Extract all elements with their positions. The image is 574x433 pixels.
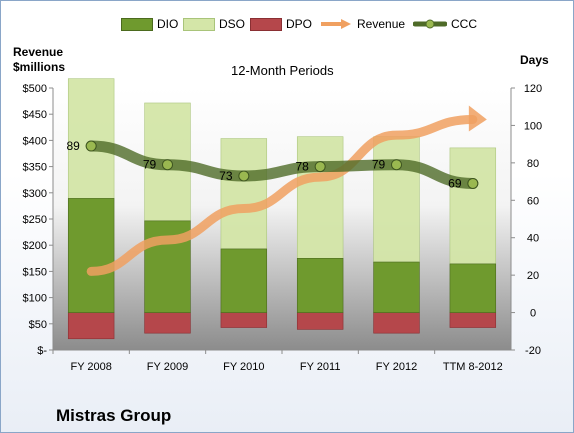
x-tick-label: FY 2011: [300, 361, 341, 373]
legend-label-dso: DSO: [219, 17, 246, 31]
y2-tick-label: 80: [527, 158, 539, 170]
y-tick-label: $500: [23, 83, 47, 95]
bar-dso: [373, 136, 420, 263]
legend-label-dpo: DPO: [286, 17, 313, 31]
ccc-point: [85, 140, 97, 152]
bar-dso: [296, 136, 344, 259]
ccc-point: [314, 161, 326, 173]
bar-dpo: [67, 312, 115, 340]
bar-dpo: [296, 312, 344, 330]
legend-item-dio: DIO: [121, 15, 178, 33]
ccc-point: [238, 170, 250, 182]
revenue-arrowhead: [468, 105, 487, 132]
y-tick-label: $400: [23, 135, 47, 147]
y2-tick-label: 20: [527, 270, 539, 282]
y-tick-label: $100: [23, 293, 47, 305]
y2-axis-title-days: Days: [520, 53, 549, 67]
ccc-point: [162, 159, 173, 171]
bar-dpo: [373, 312, 420, 334]
chart-title: 12-Month Periods: [231, 63, 334, 78]
bar-dso: [67, 78, 115, 199]
bar-dio: [449, 263, 497, 313]
legend-label-dio: DIO: [157, 17, 179, 31]
x-tick-label: FY 2009: [147, 361, 188, 373]
y2-tick-label: 0: [530, 308, 536, 320]
ccc-data-label: 89: [66, 139, 80, 153]
ccc-data-label: 78: [295, 160, 309, 174]
y-tick-label: $350: [23, 162, 47, 174]
legend-swatch-dpo: [250, 17, 282, 31]
y2-tick-label: -20: [525, 345, 541, 357]
ccc-data-label: 79: [372, 158, 386, 172]
y-tick-label: $150: [23, 266, 47, 278]
legend-swatch-dso: [183, 17, 215, 31]
legend-item-revenue: Revenue: [319, 15, 405, 33]
bar-dio: [373, 261, 420, 313]
bar-dio: [296, 257, 344, 313]
ccc-data-label: 79: [143, 158, 157, 172]
legend-item-ccc: CCC: [413, 15, 477, 33]
bar-dio: [220, 248, 268, 313]
ccc-point: [467, 177, 479, 189]
legend-label-ccc: CCC: [451, 17, 477, 31]
y-tick-label: $450: [23, 109, 47, 121]
y-tick-label: $50: [29, 319, 47, 331]
legend-item-dso: DSO: [183, 15, 245, 33]
legend-swatch-revenue: [321, 19, 351, 29]
bar-dpo: [449, 312, 497, 328]
y2-tick-label: 120: [524, 83, 542, 95]
y2-tick-label: 60: [527, 195, 539, 207]
ccc-data-label: 69: [448, 176, 462, 190]
bar-dpo: [220, 312, 268, 328]
bar-dso: [449, 147, 497, 265]
legend-swatch-ccc: [413, 19, 447, 29]
y-axis-title-revenue: Revenue $millions: [13, 45, 66, 74]
legend-swatch-dio: [121, 17, 153, 31]
ccc-point: [391, 159, 402, 171]
bar-dio: [67, 198, 115, 313]
ccc-data-label: 73: [219, 169, 233, 183]
x-tick-label: FY 2008: [70, 361, 111, 373]
y-tick-label: $300: [23, 188, 47, 200]
x-tick-label: TTM 8-2012: [443, 361, 503, 373]
legend-label-revenue: Revenue: [357, 17, 406, 31]
y-tick-label: $-: [37, 345, 47, 357]
x-tick-label: FY 2010: [223, 361, 264, 373]
bar-dso: [220, 138, 268, 250]
x-tick-label: FY 2012: [376, 361, 417, 373]
bar-dpo: [144, 312, 191, 334]
legend: DIO DSO DPO Revenue CCC: [1, 15, 574, 33]
legend-item-dpo: DPO: [250, 15, 312, 33]
revenue-line: [86, 114, 478, 276]
ccc-line: [85, 140, 479, 189]
y2-tick-label: 40: [527, 233, 539, 245]
y2-tick-label: 100: [524, 120, 542, 132]
company-name: Mistras Group: [56, 406, 172, 425]
y-tick-label: $250: [23, 214, 47, 226]
y-tick-label: $200: [23, 240, 47, 252]
